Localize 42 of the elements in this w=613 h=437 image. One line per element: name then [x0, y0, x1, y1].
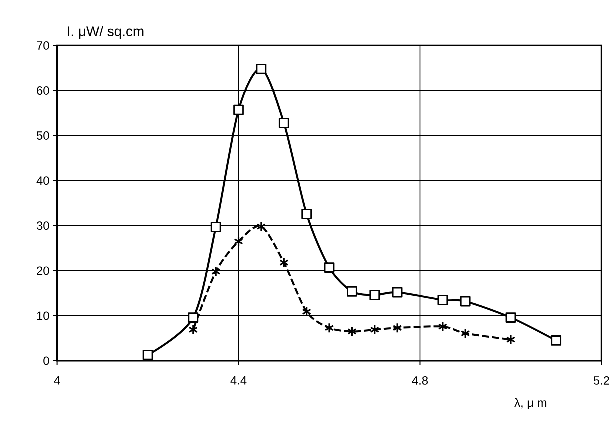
- y-tick-label: 20: [37, 266, 50, 276]
- point: [348, 326, 357, 338]
- point: [370, 324, 380, 336]
- y-tick-label: 40: [36, 176, 50, 186]
- point: [438, 295, 448, 306]
- point: [234, 236, 244, 247]
- point: [460, 328, 470, 339]
- point: [302, 208, 312, 220]
- x-axis-title: λ, μ m: [514, 398, 547, 410]
- point: [302, 306, 312, 318]
- point: [324, 322, 334, 334]
- point: [210, 222, 222, 232]
- point: [506, 312, 516, 323]
- y-tick-label: 10: [37, 312, 50, 320]
- point: [188, 324, 198, 336]
- point: [256, 64, 267, 74]
- y-tick-label: 30: [36, 222, 50, 230]
- point: [392, 322, 402, 334]
- point: [142, 350, 154, 360]
- point: [506, 334, 516, 346]
- point: [370, 290, 380, 300]
- point: [392, 287, 403, 298]
- x-tick-label: 4.8: [412, 376, 428, 385]
- point: [460, 296, 471, 307]
- point: [279, 258, 289, 268]
- point: [256, 221, 266, 232]
- y-axis-title: I. μW/ sq.cm: [68, 26, 144, 40]
- point: [551, 336, 562, 346]
- point: [278, 118, 290, 128]
- y-tick-label: 60: [37, 86, 50, 95]
- point: [234, 104, 244, 116]
- x-tick-label: 5.2: [594, 376, 610, 385]
- x-tick-label: 4: [54, 376, 60, 385]
- x-tick-label: 4.4: [230, 376, 247, 385]
- point: [438, 321, 448, 332]
- point: [347, 286, 358, 297]
- point: [188, 312, 199, 323]
- point: [211, 266, 221, 278]
- y-tick-label: 70: [37, 41, 50, 50]
- point: [324, 262, 335, 273]
- y-tick-label: 50: [36, 132, 50, 140]
- y-tick-label: 0: [44, 356, 50, 366]
